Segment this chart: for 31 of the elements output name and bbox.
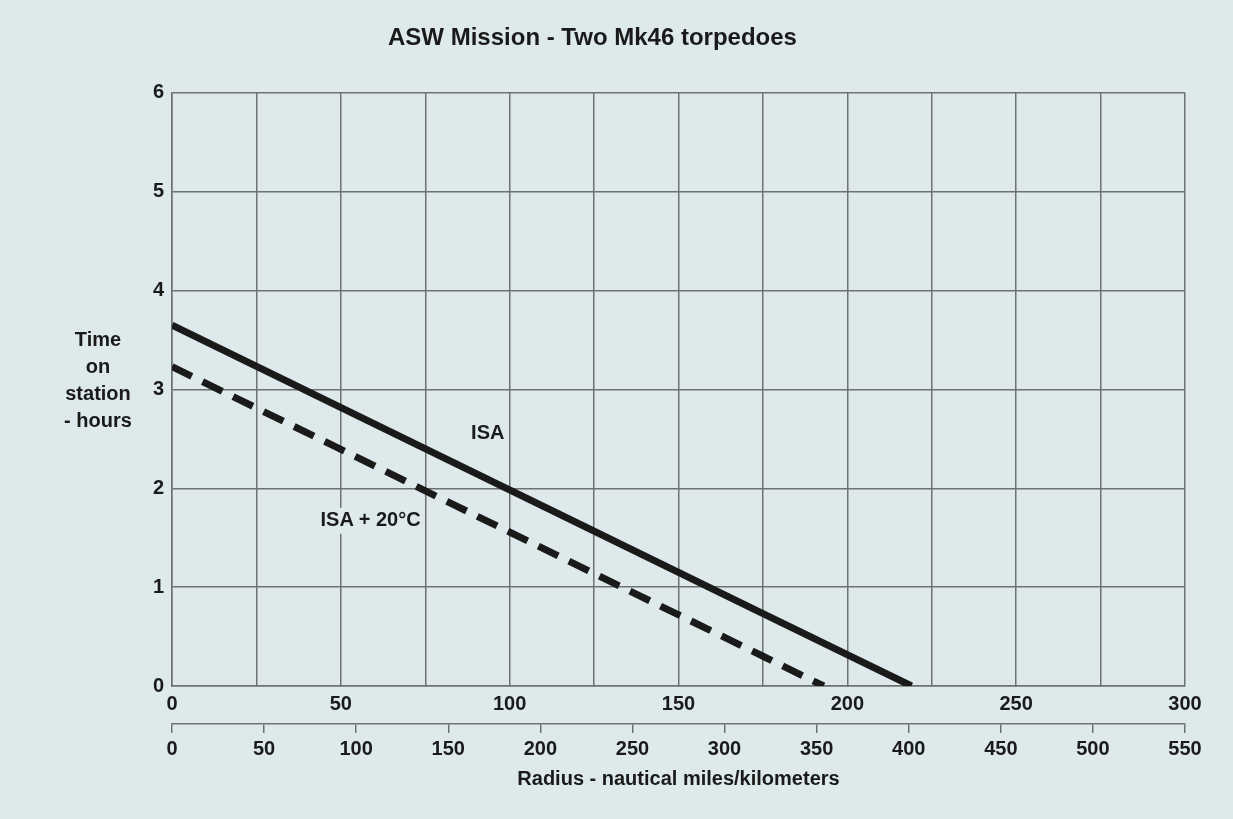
x2-tick-label: 400 (892, 736, 926, 759)
x-tick-label: 100 (492, 691, 527, 714)
y-tick-label: 0 (152, 673, 164, 696)
x2-tick-label: 250 (615, 736, 650, 759)
x2-tick-label: 500 (1076, 736, 1110, 759)
y-axis-title: Time on station - hours (63, 327, 133, 433)
y-tick-label: 6 (152, 80, 164, 103)
chart-title: ASW Mission - Two Mk46 torpedoes (388, 23, 797, 51)
x2-tick-label: 550 (1168, 736, 1202, 759)
x-axis-title: Radius - nautical miles/kilometers (517, 766, 840, 789)
x2-tick-label: 350 (799, 736, 834, 759)
x2-tick-label: 50 (252, 736, 276, 759)
x-tick-label: 250 (999, 691, 1033, 714)
series-label: ISA + 20°C (320, 508, 421, 531)
y-tick-label: 2 (152, 475, 164, 498)
x2-tick-label: 100 (339, 736, 373, 759)
x-tick-label: 300 (1168, 691, 1202, 714)
x2-tick-label: 450 (984, 736, 1018, 759)
x2-tick-label: 0 (166, 736, 178, 759)
series-label: ISA (471, 421, 505, 443)
x2-tick-label: 300 (707, 736, 742, 759)
x-tick-label: 50 (329, 691, 352, 714)
y-tick-label: 1 (152, 574, 164, 597)
x2-tick-label: 200 (523, 736, 558, 759)
y-tick-label: 5 (152, 179, 164, 202)
x-tick-label: 200 (830, 691, 865, 714)
x2-tick-label: 150 (431, 736, 465, 759)
x-tick-label: 150 (661, 691, 696, 714)
x-tick-label: 0 (166, 691, 178, 714)
y-tick-label: 4 (152, 278, 165, 301)
y-tick-label: 3 (152, 376, 164, 399)
